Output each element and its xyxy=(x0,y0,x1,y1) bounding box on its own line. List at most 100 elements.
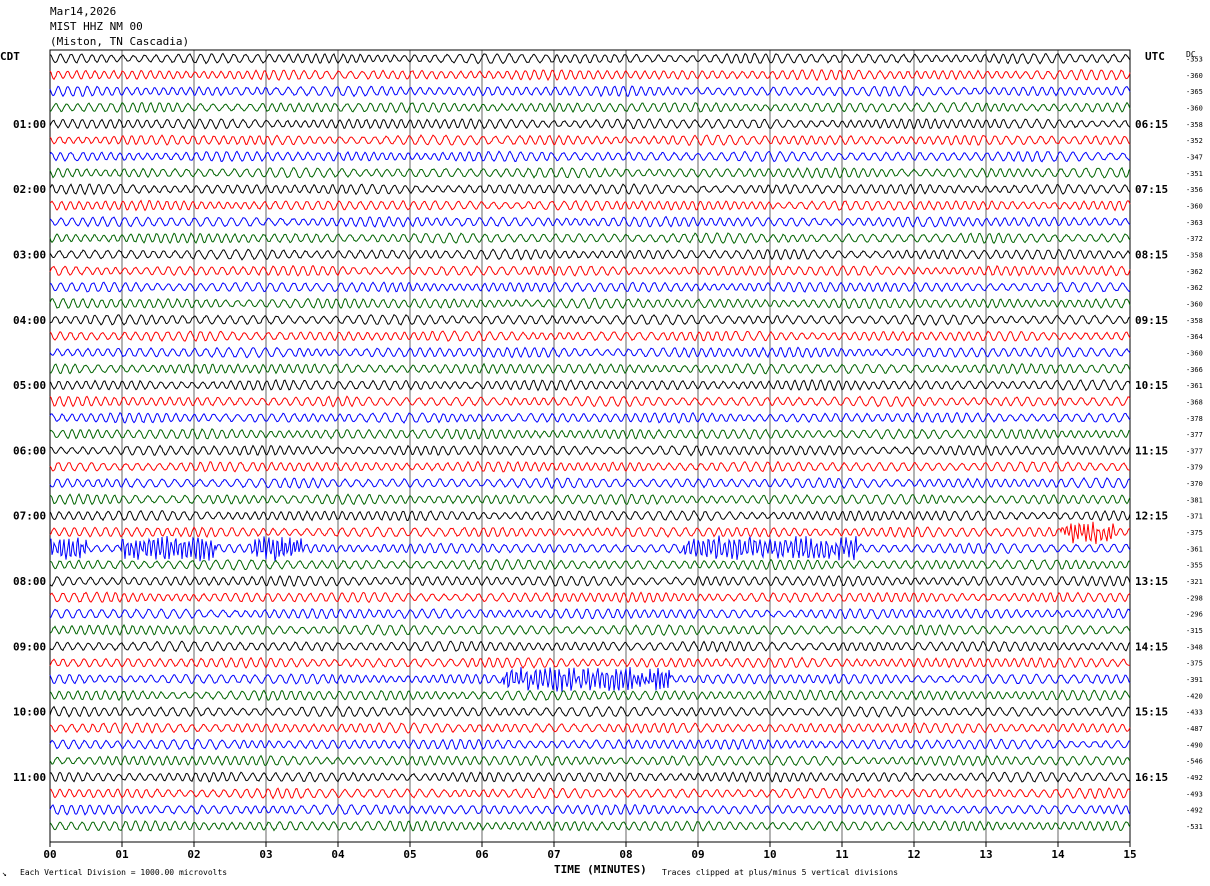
trace-35 xyxy=(49,624,1131,637)
left-time-label-1: 02:00 xyxy=(13,183,46,196)
trace-6 xyxy=(49,150,1131,163)
right-time-label-0: 06:15 xyxy=(1135,118,1168,131)
dc-offset-label-28: -371 xyxy=(1186,513,1203,521)
dc-offset-label-41: -487 xyxy=(1186,725,1203,733)
left-time-label-10: 11:00 xyxy=(13,771,46,784)
x-tick-label-6: 06 xyxy=(475,848,489,861)
left-time-label-8: 09:00 xyxy=(13,640,46,653)
dc-offset-label-17: -364 xyxy=(1186,333,1203,341)
x-tick-label-8: 08 xyxy=(619,848,632,861)
date-label: Mar14,2026 xyxy=(50,5,117,18)
dc-offset-label-25: -379 xyxy=(1186,464,1203,472)
trace-17 xyxy=(49,330,1131,342)
dc-offset-label-1: -360 xyxy=(1186,72,1203,80)
dc-offset-label-20: -361 xyxy=(1186,382,1203,390)
trace-30 xyxy=(49,535,1131,562)
dc-offset-label-15: -360 xyxy=(1186,300,1203,308)
left-time-label-4: 05:00 xyxy=(13,379,46,392)
x-tick-label-0: 00 xyxy=(43,848,56,861)
dc-offset-label-33: -298 xyxy=(1186,594,1203,602)
dc-offset-label-7: -351 xyxy=(1186,170,1203,178)
left-time-label-6: 07:00 xyxy=(13,510,46,523)
x-tick-label-14: 14 xyxy=(1051,848,1065,861)
left-time-label-3: 04:00 xyxy=(13,314,46,327)
trace-23 xyxy=(49,428,1131,441)
trace-0 xyxy=(49,52,1131,65)
trace-5 xyxy=(49,134,1131,146)
trace-16 xyxy=(49,313,1131,327)
trace-3 xyxy=(49,101,1131,114)
trace-10 xyxy=(49,215,1131,228)
x-tick-label-13: 13 xyxy=(979,848,992,861)
trace-29 xyxy=(49,521,1131,545)
dc-offset-label-16: -358 xyxy=(1186,317,1203,325)
x-tick-label-1: 01 xyxy=(115,848,129,861)
dc-offset-label-29: -375 xyxy=(1186,529,1203,537)
dc-offset-label-10: -363 xyxy=(1186,219,1203,227)
trace-37 xyxy=(49,656,1130,669)
trace-40 xyxy=(49,705,1131,718)
dc-offset-label-9: -360 xyxy=(1186,202,1203,210)
trace-4 xyxy=(49,118,1131,130)
dc-offset-label-6: -347 xyxy=(1186,153,1203,161)
trace-14 xyxy=(49,281,1131,293)
trace-19 xyxy=(49,362,1131,375)
dc-offset-label-23: -377 xyxy=(1186,431,1203,439)
trace-15 xyxy=(49,297,1131,310)
x-tick-label-10: 10 xyxy=(763,848,776,861)
dc-offset-label-0: -353 xyxy=(1186,56,1203,64)
dc-offset-label-21: -368 xyxy=(1186,398,1203,406)
trace-25 xyxy=(49,460,1131,473)
trace-36 xyxy=(49,640,1131,653)
x-axis-label: TIME (MINUTES) xyxy=(554,863,647,876)
x-tick-label-3: 03 xyxy=(259,848,272,861)
station-label: MIST HHZ NM 00 xyxy=(50,20,143,33)
dc-offset-label-44: -492 xyxy=(1186,774,1203,782)
right-time-label-8: 14:15 xyxy=(1135,640,1168,653)
x-tick-label-12: 12 xyxy=(907,848,920,861)
dc-offset-label-19: -366 xyxy=(1186,366,1203,374)
dc-offset-label-11: -372 xyxy=(1186,235,1203,243)
trace-46 xyxy=(49,803,1131,816)
x-tick-label-7: 07 xyxy=(547,848,560,861)
trace-22 xyxy=(49,411,1131,424)
dc-offset-label-26: -370 xyxy=(1186,480,1203,488)
x-tick-label-5: 05 xyxy=(403,848,416,861)
dc-offset-label-43: -546 xyxy=(1186,758,1203,766)
left-time-label-9: 10:00 xyxy=(13,706,46,719)
x-tick-label-2: 02 xyxy=(187,848,200,861)
dc-offset-label-5: -352 xyxy=(1186,137,1203,145)
left-time-label-5: 06:00 xyxy=(13,444,46,457)
x-tick-label-11: 11 xyxy=(835,848,849,861)
dc-offset-label-37: -375 xyxy=(1186,660,1203,668)
right-zone-label: UTC xyxy=(1145,50,1165,63)
trace-9 xyxy=(49,199,1131,212)
left-zone-label: CDT xyxy=(0,50,20,63)
dc-offset-label-30: -361 xyxy=(1186,545,1203,553)
right-time-label-7: 13:15 xyxy=(1135,575,1168,588)
trace-20 xyxy=(49,379,1131,392)
dc-offset-label-45: -493 xyxy=(1186,790,1203,798)
trace-11 xyxy=(49,232,1131,245)
left-time-label-0: 01:00 xyxy=(13,118,46,131)
x-tick-label-15: 15 xyxy=(1123,848,1136,861)
dc-offset-label-36: -348 xyxy=(1186,643,1203,651)
trace-18 xyxy=(49,346,1131,359)
right-time-label-10: 16:15 xyxy=(1135,771,1168,784)
location-label: (Miston, TN Cascadia) xyxy=(50,35,190,48)
right-time-label-5: 11:15 xyxy=(1135,444,1168,457)
dc-offset-label-24: -377 xyxy=(1186,447,1203,455)
x-tick-label-4: 04 xyxy=(331,848,345,861)
dc-offset-label-18: -360 xyxy=(1186,349,1203,357)
trace-42 xyxy=(49,738,1130,751)
dc-offset-label-35: -315 xyxy=(1186,627,1203,635)
plot-frame xyxy=(49,49,1131,843)
trace-45 xyxy=(49,787,1131,800)
x-tick-label-9: 09 xyxy=(691,848,704,861)
dc-offset-label-47: -531 xyxy=(1186,823,1203,831)
trace-32 xyxy=(49,575,1131,587)
left-time-label-2: 03:00 xyxy=(13,248,46,261)
right-time-label-1: 07:15 xyxy=(1135,183,1168,196)
trace-12 xyxy=(49,248,1131,261)
